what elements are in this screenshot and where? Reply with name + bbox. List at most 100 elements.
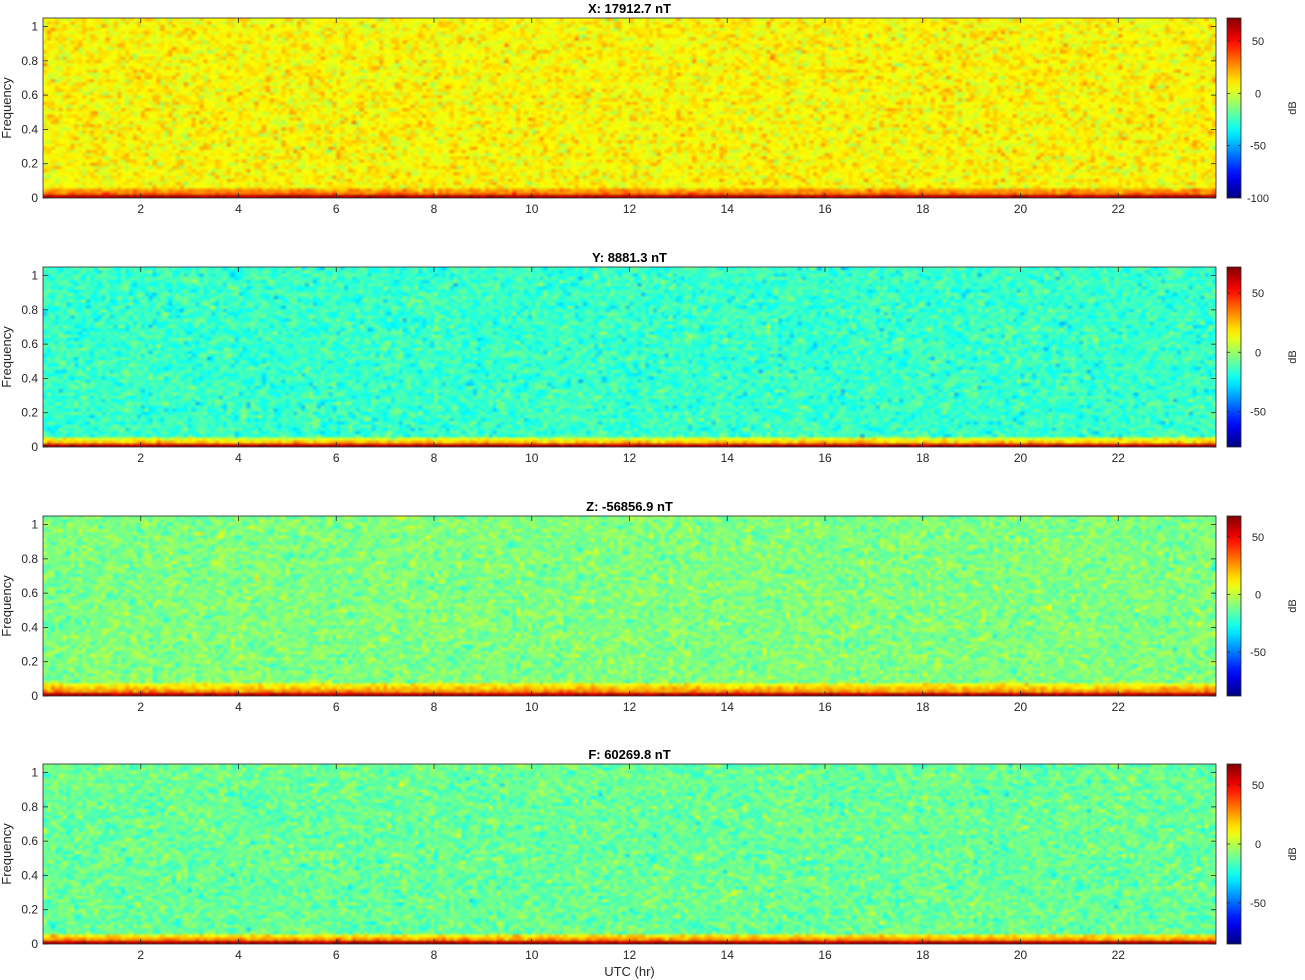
x-tick-label: 2 xyxy=(137,451,144,465)
x-tick-label: 4 xyxy=(235,451,242,465)
colorbar-label: dB xyxy=(1287,350,1299,363)
x-tick-label: 10 xyxy=(525,202,539,216)
colorbar-tick-label: -50 xyxy=(1250,898,1266,910)
x-tick-label: 12 xyxy=(623,948,637,962)
x-tick-label: 12 xyxy=(623,202,637,216)
colorbar-label: dB xyxy=(1287,101,1299,114)
x-tick-label: 10 xyxy=(525,451,539,465)
y-tick-label: 0 xyxy=(31,191,38,205)
colorbar-tick-label: 50 xyxy=(1252,780,1264,792)
y-tick-label: 0 xyxy=(31,689,38,703)
colorbar xyxy=(1226,266,1242,448)
x-tick-label: 2 xyxy=(137,948,144,962)
colorbar-tick-label: 0 xyxy=(1255,347,1261,359)
y-tick-label: 0.2 xyxy=(21,406,38,420)
x-tick-label: 20 xyxy=(1014,451,1028,465)
y-tick-label: 1 xyxy=(31,766,38,780)
y-tick-label: 0.8 xyxy=(21,800,38,814)
x-tick-label: 16 xyxy=(818,948,832,962)
y-tick-label: 1 xyxy=(31,20,38,34)
x-tick-label: 2 xyxy=(137,700,144,714)
x-tick-label: 8 xyxy=(431,202,438,216)
y-tick-label: 0 xyxy=(31,937,38,951)
spectrogram-panel-1: X: 17912.7 nT2 4 6 8 10 12 14 16 18 20 2200.20.40.… xyxy=(0,1,1299,216)
colorbar xyxy=(1226,763,1242,945)
colorbar-tick-label: 50 xyxy=(1252,288,1264,300)
y-tick-label: 0.2 xyxy=(21,157,38,171)
y-tick-label: 0.8 xyxy=(21,54,38,68)
chart-title: Y: 8881.3 nT xyxy=(592,250,667,265)
x-tick-label: 14 xyxy=(721,700,735,714)
y-tick-label: 0.8 xyxy=(21,552,38,566)
x-tick-label: 10 xyxy=(525,948,539,962)
x-tick-label: 8 xyxy=(431,700,438,714)
y-tick-label: 0.4 xyxy=(21,371,38,385)
x-tick-label: 22 xyxy=(1112,700,1126,714)
colorbar xyxy=(1226,515,1242,697)
y-tick-label: 0.4 xyxy=(21,868,38,882)
x-tick-label: 18 xyxy=(916,948,930,962)
y-tick-label: 0.2 xyxy=(21,655,38,669)
y-tick-label: 0.6 xyxy=(21,834,38,848)
colorbar-tick-label: 0 xyxy=(1255,589,1261,601)
y-tick-label: 0 xyxy=(31,440,38,454)
spectrogram-panel-4: F: 60269.8 nT2 4 6 8 10 12 14 16 18 20 2200.20.40.… xyxy=(0,747,1299,979)
x-axis-label: UTC (hr) xyxy=(604,964,655,979)
x-tick-label: 2 xyxy=(137,202,144,216)
x-tick-label: 6 xyxy=(333,948,340,962)
colorbar-tick-label: 50 xyxy=(1252,532,1264,544)
chart-title: X: 17912.7 nT xyxy=(588,1,671,16)
colorbar xyxy=(1226,17,1242,199)
x-tick-label: 4 xyxy=(235,700,242,714)
x-tick-label: 8 xyxy=(431,451,438,465)
x-tick-label: 4 xyxy=(235,202,242,216)
chart-title: F: 60269.8 nT xyxy=(588,747,670,762)
colorbar-tick-label: 0 xyxy=(1255,839,1261,851)
x-tick-label: 6 xyxy=(333,202,340,216)
x-tick-label: 14 xyxy=(721,451,735,465)
x-tick-label: 14 xyxy=(721,948,735,962)
y-tick-label: 0.2 xyxy=(21,903,38,917)
x-tick-label: 18 xyxy=(916,202,930,216)
spectrogram-image xyxy=(43,267,1216,447)
y-tick-label: 0.6 xyxy=(21,586,38,600)
colorbar-tick-label: 0 xyxy=(1255,88,1261,100)
colorbar-tick-label: -50 xyxy=(1250,141,1266,153)
y-tick-label: 0.4 xyxy=(21,122,38,136)
y-tick-label: 0.4 xyxy=(21,620,38,634)
y-tick-label: 0.8 xyxy=(21,303,38,317)
x-tick-label: 12 xyxy=(623,451,637,465)
y-tick-label: 0.6 xyxy=(21,337,38,351)
x-tick-label: 18 xyxy=(916,700,930,714)
colorbar-tick-label: -50 xyxy=(1250,406,1266,418)
x-tick-label: 8 xyxy=(431,948,438,962)
x-tick-label: 22 xyxy=(1112,202,1126,216)
x-tick-label: 6 xyxy=(333,700,340,714)
x-tick-label: 10 xyxy=(525,700,539,714)
y-axis-label: Frequency xyxy=(0,575,14,637)
colorbar-label: dB xyxy=(1287,847,1299,860)
x-tick-label: 22 xyxy=(1112,451,1126,465)
y-tick-label: 0.6 xyxy=(21,88,38,102)
x-tick-label: 14 xyxy=(721,202,735,216)
x-tick-label: 22 xyxy=(1112,948,1126,962)
y-axis-label: Frequency xyxy=(0,326,14,388)
x-tick-label: 20 xyxy=(1014,202,1028,216)
colorbar-tick-label: 50 xyxy=(1252,36,1264,48)
colorbar-tick-label: -50 xyxy=(1250,647,1266,659)
x-tick-label: 16 xyxy=(818,700,832,714)
chart-title: Z: -56856.9 nT xyxy=(586,499,673,514)
x-tick-label: 16 xyxy=(818,202,832,216)
x-tick-label: 18 xyxy=(916,451,930,465)
y-axis-label: Frequency xyxy=(0,77,14,139)
x-tick-label: 12 xyxy=(623,700,637,714)
spectrogram-image xyxy=(43,18,1216,198)
spectrogram-panel-3: Z: -56856.9 nT 2 4 6 8 10 12 14 16 18 20 22 0 0.2 0.4 0… xyxy=(0,499,1299,714)
colorbar-tick-label: -100 xyxy=(1247,193,1269,205)
spectrogram-panel-2: Y: 8881.3 nT2 4 6 8 10 12 14 16 18 20 2200.20.40.6… xyxy=(0,250,1299,465)
x-tick-label: 16 xyxy=(818,451,832,465)
x-tick-label: 20 xyxy=(1014,700,1028,714)
x-tick-label: 20 xyxy=(1014,948,1028,962)
y-tick-label: 1 xyxy=(31,269,38,283)
